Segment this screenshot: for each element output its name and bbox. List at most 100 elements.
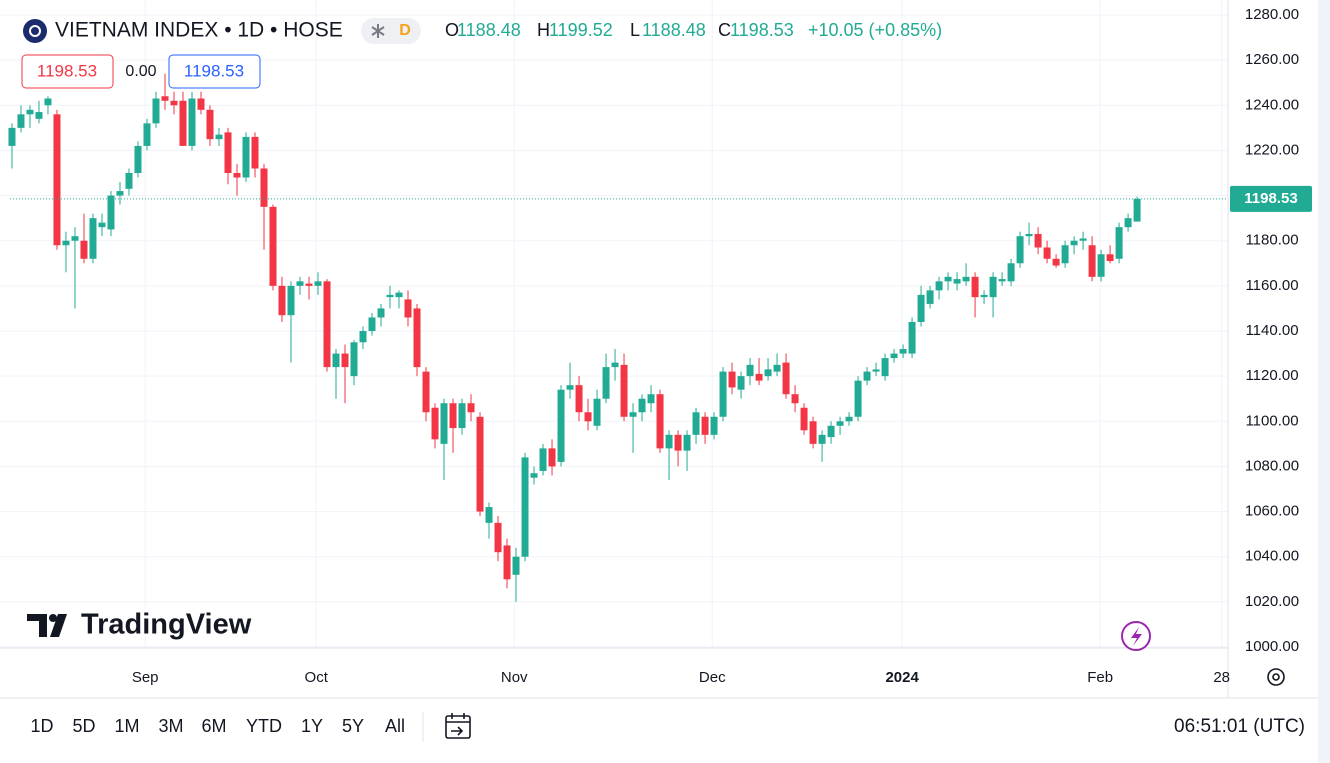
last-price-tag — [1230, 185, 1312, 212]
badge[interactable] — [361, 18, 421, 44]
candle-body — [1007, 263, 1015, 282]
candle-body — [350, 342, 358, 377]
candle-body — [512, 556, 520, 575]
y-tick-label: 1180.00 — [1245, 232, 1298, 249]
candle-body — [899, 349, 907, 354]
candle-body — [881, 358, 889, 377]
settings-icon[interactable] — [1267, 668, 1285, 686]
candle-body — [89, 218, 97, 259]
y-tick-label: 1100.00 — [1245, 412, 1298, 429]
date-range-icon[interactable] — [445, 715, 471, 739]
candle-body — [926, 290, 934, 304]
candle-body — [971, 276, 979, 298]
range-button[interactable]: 6M — [201, 716, 226, 736]
candle-body — [962, 276, 970, 282]
candle-body — [332, 353, 340, 368]
candle-body — [683, 434, 691, 451]
candle-body — [1016, 236, 1024, 264]
candle-body — [71, 236, 79, 241]
x-tick-label: Dec — [699, 669, 726, 686]
candle-body — [395, 292, 403, 298]
ohlc-key: O — [445, 20, 459, 40]
candle-body — [593, 398, 601, 426]
alert-icon-bolt — [1131, 627, 1142, 646]
candle-body — [548, 448, 556, 467]
ohlc-key: L — [630, 20, 640, 40]
range-button[interactable]: 1M — [114, 716, 139, 736]
y-tick-label: 1160.00 — [1245, 277, 1298, 294]
candle-body — [431, 407, 439, 440]
candle-body — [1079, 238, 1087, 241]
range-button[interactable]: 5D — [72, 716, 95, 736]
range-button[interactable]: 3M — [158, 716, 183, 736]
symbol-logo-mark — [29, 25, 41, 37]
candle-body — [197, 98, 205, 110]
logo-text: TradingView — [81, 609, 252, 641]
candle-body — [80, 240, 88, 259]
x-tick-label: Oct — [305, 669, 329, 686]
candle-body — [116, 191, 124, 196]
candle-body — [782, 362, 790, 395]
candle-body — [341, 353, 349, 368]
candle-body — [737, 376, 745, 390]
candle-body — [26, 109, 34, 115]
candle-body — [755, 373, 763, 381]
clock: 06:51:01 (UTC) — [1174, 716, 1305, 737]
candle-body — [566, 385, 574, 390]
candle-body — [233, 173, 241, 178]
y-tick-label: 1000.00 — [1245, 638, 1299, 655]
candle-body — [953, 279, 961, 284]
candle-body — [161, 96, 169, 101]
candle-body — [530, 473, 538, 478]
candle-body — [1034, 233, 1042, 248]
candle-body — [539, 448, 547, 471]
candle-body — [467, 403, 475, 413]
y-tick-label: 1220.00 — [1245, 141, 1299, 158]
candle-body — [485, 507, 493, 523]
y-tick-label: 1240.00 — [1245, 96, 1299, 113]
candle-body — [143, 123, 151, 146]
candle-body — [728, 371, 736, 388]
candle-body — [656, 394, 664, 449]
candle-body — [845, 416, 853, 422]
candle-body — [494, 522, 502, 553]
candle-body — [1106, 254, 1114, 262]
ohlc-value: 1188.48 — [642, 20, 706, 40]
candle-body — [719, 371, 727, 417]
scrollbar — [1318, 0, 1330, 763]
toolbar: 1D 5D 1M 3M 6M YTD 1Y 5Y All — [30, 716, 405, 736]
range-button[interactable]: 1Y — [301, 716, 323, 736]
candle-body — [278, 285, 286, 316]
candle-body — [800, 407, 808, 431]
y-tick-label: 1060.00 — [1245, 503, 1299, 520]
candle-body — [224, 132, 232, 173]
candle-body — [17, 114, 25, 128]
range-button[interactable]: 1D — [30, 716, 53, 736]
symbol-title[interactable]: VIETNAM INDEX • 1D • HOSE — [55, 19, 343, 42]
candle-body — [575, 385, 583, 413]
candle-body — [809, 421, 817, 444]
y-tick-label: 1020.00 — [1245, 593, 1299, 610]
candle-body — [44, 98, 52, 106]
candle-body — [665, 434, 673, 449]
candle-body — [125, 173, 133, 189]
candle-body — [944, 276, 952, 282]
candle-body — [710, 416, 718, 435]
candle-body — [1025, 233, 1033, 237]
x-tick-label: Sep — [132, 669, 159, 686]
range-button[interactable]: YTD — [246, 716, 282, 736]
candle-body — [827, 425, 835, 438]
candle-body — [611, 362, 619, 368]
range-button[interactable]: 5Y — [342, 716, 364, 736]
x-tick-label: Nov — [501, 669, 528, 686]
candle-body — [692, 412, 700, 435]
candle-body — [1097, 254, 1105, 277]
candle-body — [602, 367, 610, 399]
candle-body — [98, 222, 106, 228]
range-button[interactable]: All — [385, 716, 405, 736]
candle-body — [890, 353, 898, 359]
legend-value: 0.00 — [125, 63, 156, 80]
y-tick-label: 1040.00 — [1245, 548, 1299, 565]
candle-body — [935, 281, 943, 291]
candle-body — [368, 317, 376, 331]
